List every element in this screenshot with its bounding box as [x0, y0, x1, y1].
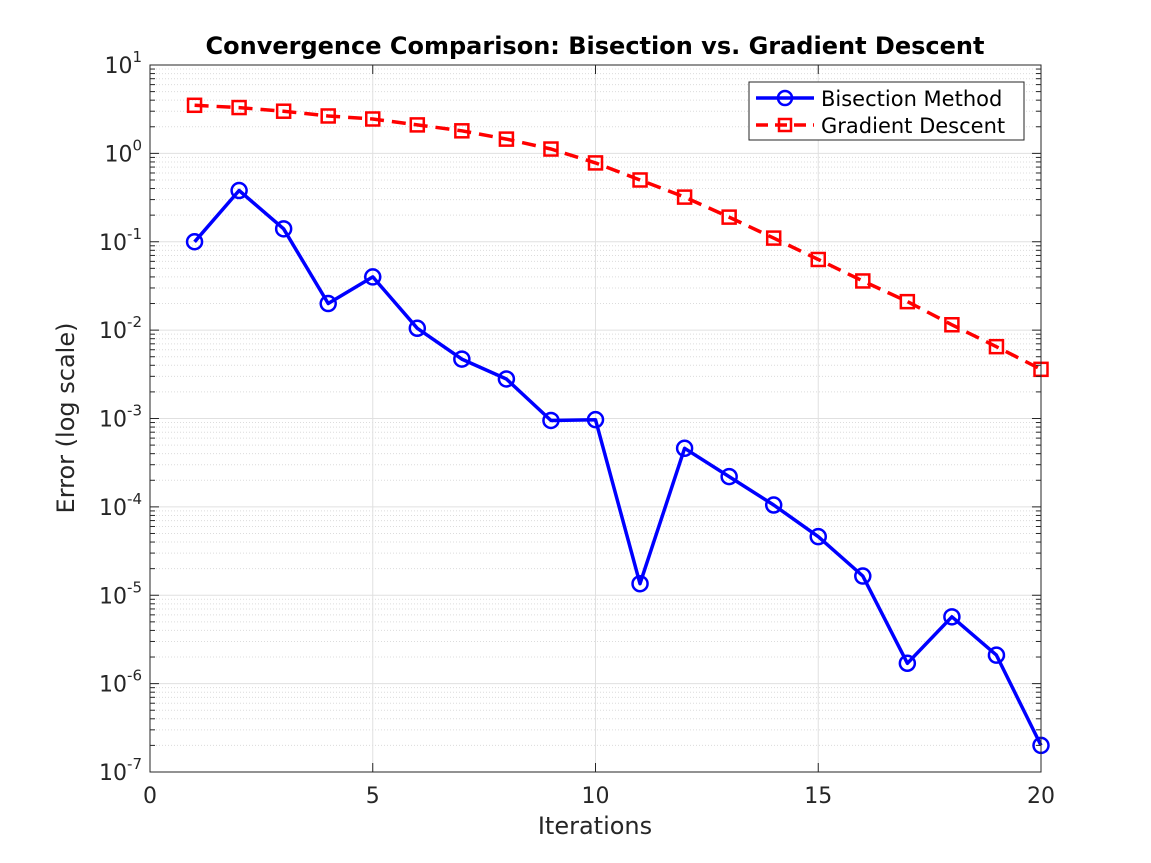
- legend-marker-gradient: [777, 117, 793, 133]
- y-tick-labels: 10-7 10-6 10-5 10-4 10-3 10-2 10-1 100 101: [99, 48, 142, 786]
- data-point-gradient-descent: [721, 209, 737, 225]
- data-point-bisection-method: [364, 268, 382, 286]
- x-tick-label: 10: [582, 784, 610, 809]
- data-point-bisection-method: [586, 410, 605, 429]
- data-point-bisection-method: [319, 294, 337, 313]
- data-point-gradient-descent: [899, 293, 916, 310]
- data-point-gradient-descent: [186, 97, 203, 114]
- legend: Bisection Method Gradient Descent: [748, 81, 1025, 141]
- data-point-bisection-method: [453, 350, 471, 368]
- legend-marker-bisection: [776, 89, 794, 107]
- data-point-bisection-method: [185, 233, 204, 251]
- data-point-gradient-descent: [231, 99, 247, 116]
- y-tick-label: 10-7: [99, 755, 142, 786]
- data-point-bisection-method: [631, 574, 649, 593]
- data-point-bisection-method: [274, 220, 293, 238]
- data-point-gradient-descent: [454, 123, 470, 139]
- legend-label-gradient: Gradient Descent: [821, 114, 1005, 138]
- data-point-bisection-method: [809, 527, 827, 546]
- y-tick-label: 10-4: [99, 490, 142, 521]
- axis-ticks: [149, 64, 1042, 773]
- data-point-bisection-method: [542, 411, 560, 430]
- data-point-gradient-descent: [632, 172, 648, 188]
- data-point-gradient-descent: [275, 103, 292, 119]
- series-layer: [185, 97, 1050, 755]
- y-tick-label: 101: [104, 48, 142, 79]
- data-point-bisection-method: [764, 496, 783, 514]
- x-tick-label: 0: [143, 784, 157, 809]
- data-point-bisection-method: [230, 181, 248, 200]
- data-point-bisection-method: [497, 370, 516, 388]
- data-point-gradient-descent: [320, 108, 336, 124]
- data-point-gradient-descent: [988, 338, 1005, 355]
- legend-box: [748, 81, 1025, 141]
- data-point-gradient-descent: [587, 155, 604, 171]
- legend-label-bisection: Bisection Method: [821, 87, 1002, 111]
- x-tick-label: 15: [804, 784, 832, 809]
- x-tick-label: 5: [366, 784, 380, 809]
- data-point-bisection-method: [675, 439, 694, 458]
- data-point-bisection-method: [898, 654, 917, 673]
- y-tick-label: 10-1: [99, 225, 142, 256]
- data-point-gradient-descent: [409, 117, 426, 133]
- data-point-gradient-descent: [676, 189, 693, 205]
- data-point-gradient-descent: [855, 273, 871, 289]
- y-tick-label: 10-3: [99, 402, 142, 433]
- y-tick-label: 10-5: [99, 578, 142, 609]
- data-point-bisection-method: [408, 319, 427, 338]
- x-axis-label: Iterations: [538, 812, 652, 840]
- data-point-gradient-descent: [810, 251, 826, 268]
- y-tick-label: 10-6: [99, 667, 142, 698]
- data-point-gradient-descent: [498, 131, 515, 147]
- y-axis-label: Error (log scale): [52, 323, 80, 514]
- data-point-bisection-method: [854, 567, 872, 585]
- x-tick-labels: 0 5 10 15 20: [143, 784, 1055, 809]
- y-tick-label: 10-2: [99, 313, 142, 344]
- chart-title: Convergence Comparison: Bisection vs. Gr…: [206, 32, 985, 60]
- data-point-gradient-descent: [543, 141, 559, 157]
- data-point-gradient-descent: [365, 111, 381, 127]
- y-tick-label: 100: [104, 136, 142, 167]
- data-point-gradient-descent: [944, 317, 960, 333]
- data-point-bisection-method: [943, 608, 961, 626]
- data-point-bisection-method: [720, 467, 738, 486]
- data-point-bisection-method: [987, 646, 1006, 664]
- data-point-gradient-descent: [765, 230, 782, 246]
- x-tick-label: 20: [1027, 784, 1055, 809]
